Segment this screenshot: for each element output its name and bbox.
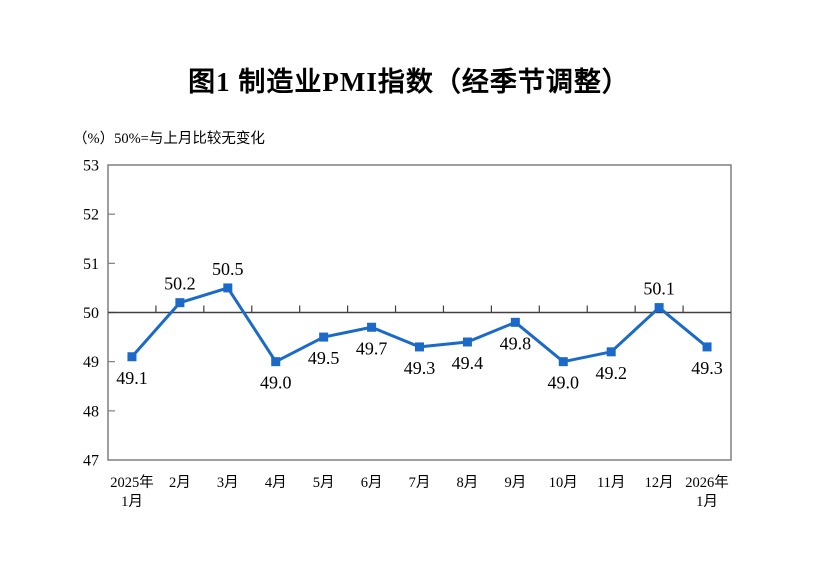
data-point-marker	[223, 283, 233, 293]
data-point-marker	[558, 357, 568, 367]
data-point-label: 49.8	[500, 333, 532, 353]
x-axis-tick-label: 2月	[169, 475, 191, 491]
data-point-marker	[367, 322, 377, 332]
x-axis-tick-label: 2026年	[685, 474, 729, 491]
y-axis-tick-label: 53	[83, 158, 99, 175]
data-point-label: 49.0	[548, 373, 580, 393]
data-point-label: 49.4	[452, 353, 484, 373]
y-axis-tick-label: 50	[83, 305, 99, 322]
data-point-marker	[510, 317, 520, 327]
data-point-label: 50.1	[643, 279, 675, 299]
y-axis-tick-label: 47	[83, 453, 99, 470]
data-point-marker	[702, 342, 712, 352]
data-point-marker	[271, 357, 281, 367]
data-point-marker	[415, 342, 424, 352]
data-point-marker	[127, 352, 137, 362]
y-axis-tick-label: 48	[83, 403, 99, 420]
data-point-marker	[175, 298, 185, 308]
data-point-label: 49.5	[308, 348, 340, 368]
data-point-marker	[654, 303, 664, 313]
x-axis-tick-label: 11月	[597, 475, 625, 491]
data-point-label: 49.1	[116, 368, 148, 388]
data-point-label: 49.2	[595, 363, 627, 383]
y-axis-tick-label: 51	[83, 256, 99, 273]
y-axis-tick-label: 52	[83, 207, 99, 224]
data-point-marker	[462, 337, 472, 347]
x-axis-tick-label: 8月	[457, 475, 479, 491]
x-axis-tick-label: 3月	[217, 475, 239, 491]
x-axis-tick-label: 6月	[361, 475, 383, 491]
x-axis-tick-label: 12月	[645, 475, 674, 491]
data-point-marker	[606, 347, 616, 357]
x-axis-tick-label: 4月	[265, 475, 287, 491]
data-point-marker	[319, 332, 329, 342]
data-point-label: 50.2	[164, 274, 196, 294]
x-axis-tick-label: 10月	[549, 475, 578, 491]
data-point-label: 49.3	[691, 358, 723, 378]
x-axis-tick-label: 5月	[313, 475, 335, 491]
x-axis-tick-label: 7月	[409, 475, 431, 491]
x-axis-tick-label: 9月	[504, 475, 526, 491]
data-point-label: 49.0	[260, 373, 292, 393]
y-axis-tick-label: 49	[83, 354, 99, 371]
x-axis-tick-label: 1月	[696, 494, 718, 510]
data-point-label: 49.3	[404, 358, 436, 378]
y-axis-unit-label: （%）50%=与上月比较无变化	[73, 131, 265, 147]
x-axis-tick-label: 1月	[121, 494, 143, 510]
x-axis-tick-label: 2025年	[110, 474, 154, 491]
data-point-label: 49.7	[356, 338, 388, 358]
chart-title: 图1 制造业PMI指数（经季节调整）	[188, 67, 630, 97]
data-point-label: 50.5	[212, 259, 244, 279]
